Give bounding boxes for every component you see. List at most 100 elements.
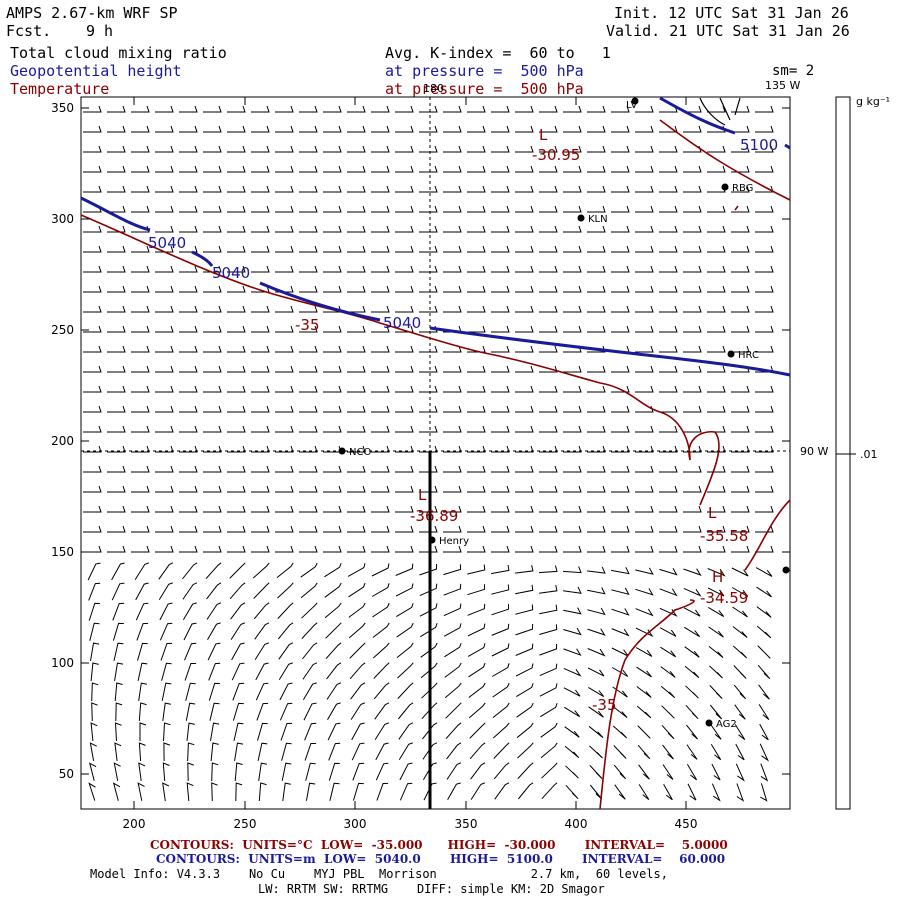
wind-barb <box>563 586 582 594</box>
wind-barb <box>304 743 316 761</box>
wind-barb <box>155 265 174 273</box>
wind-barb <box>251 405 270 413</box>
wind-barb <box>467 145 486 153</box>
wind-barb <box>349 662 366 680</box>
wind-barb <box>256 702 269 721</box>
wind-barb <box>563 648 582 657</box>
wind-barb <box>161 682 172 701</box>
wind-barb <box>111 562 125 581</box>
wind-barb <box>707 485 726 493</box>
wind-barb <box>515 145 534 153</box>
wind-barb <box>467 425 486 433</box>
wind-barb <box>107 465 126 473</box>
wind-barb <box>493 762 510 780</box>
wind-barb <box>443 305 462 313</box>
wind-barb <box>731 145 750 153</box>
height-contour-5040 <box>80 196 791 377</box>
wind-barb <box>107 165 126 173</box>
wind-barb <box>443 385 462 393</box>
wind-barb <box>563 185 582 193</box>
wind-barb <box>491 385 510 393</box>
wind-barb <box>395 525 414 533</box>
wind-barb <box>446 762 462 780</box>
wind-barb <box>540 703 558 718</box>
wind-barb <box>491 305 510 313</box>
wind-barb <box>659 225 678 233</box>
wind-barb <box>138 682 147 701</box>
wind-barb <box>539 265 558 273</box>
wind-barb <box>179 125 198 133</box>
wind-barb <box>107 225 126 233</box>
wind-barb <box>563 365 582 373</box>
height-label: 5040 <box>148 234 186 252</box>
wind-barb <box>731 205 750 213</box>
wind-barb <box>88 782 96 801</box>
wind-barb <box>444 643 462 658</box>
wind-barb <box>707 465 726 473</box>
wind-barb <box>563 485 582 493</box>
station-label: AG2 <box>716 719 737 730</box>
y-tick-label: 50 <box>59 767 74 781</box>
wind-barb <box>83 165 102 173</box>
wind-barb <box>755 265 774 273</box>
wind-barb <box>395 145 414 153</box>
wind-barb <box>683 165 702 173</box>
wind-barb <box>255 662 269 681</box>
wind-barb <box>371 445 390 453</box>
wind-barb <box>443 545 462 553</box>
wind-barb <box>755 165 774 173</box>
wind-barb <box>467 185 486 193</box>
wind-barb <box>588 725 604 739</box>
wind-barb <box>467 445 486 453</box>
wind-barb <box>323 145 342 153</box>
wind-barb <box>446 742 462 760</box>
valid-time: Valid. 21 UTC Sat 31 Jan 26 <box>606 22 850 40</box>
extremum-value: -30.95 <box>532 146 580 164</box>
wind-barb <box>131 405 150 413</box>
y-axis-ticks: 350 300 250 200 150 100 50 <box>51 101 790 781</box>
wind-barb <box>423 782 437 801</box>
wind-barb <box>491 185 510 193</box>
wind-barb <box>659 425 678 433</box>
wind-barb <box>107 105 126 113</box>
wind-barb <box>155 125 174 133</box>
wind-barb <box>347 145 366 153</box>
wind-barb <box>635 608 654 617</box>
smoothing-label: sm= 2 <box>772 63 815 79</box>
wind-barb <box>443 225 462 233</box>
wind-barb <box>491 643 510 657</box>
wind-barb <box>587 325 606 333</box>
wind-barb <box>87 562 101 581</box>
wind-barb <box>299 125 318 133</box>
wind-barb <box>539 624 558 635</box>
wind-barb <box>419 603 438 617</box>
wind-barb <box>112 622 124 641</box>
wind-barb <box>251 325 270 333</box>
lon-label-135w: 135 W <box>765 79 800 92</box>
wind-barb <box>203 425 222 433</box>
wind-barb <box>179 205 198 213</box>
wind-barb <box>683 345 702 353</box>
wind-barb <box>491 485 510 493</box>
wind-barb <box>491 145 510 153</box>
wind-barb <box>138 702 147 722</box>
wind-barb <box>683 405 702 413</box>
wind-barb <box>227 145 246 153</box>
wind-barb <box>467 245 486 253</box>
wind-barb <box>587 245 606 253</box>
wind-barb <box>660 666 676 678</box>
wind-barb <box>251 365 270 373</box>
wind-barb <box>371 105 390 113</box>
wind-barb <box>325 642 342 660</box>
wind-barb <box>683 105 702 113</box>
wind-barb <box>659 365 678 373</box>
wind-barb <box>445 702 462 719</box>
wind-barb <box>707 205 726 213</box>
wind-barb <box>325 622 342 639</box>
wind-barb <box>155 105 174 113</box>
wind-barb <box>183 622 197 641</box>
wind-barb <box>611 525 630 533</box>
wind-barb <box>588 686 605 698</box>
wind-barb <box>659 245 678 253</box>
wind-barb <box>371 505 390 513</box>
